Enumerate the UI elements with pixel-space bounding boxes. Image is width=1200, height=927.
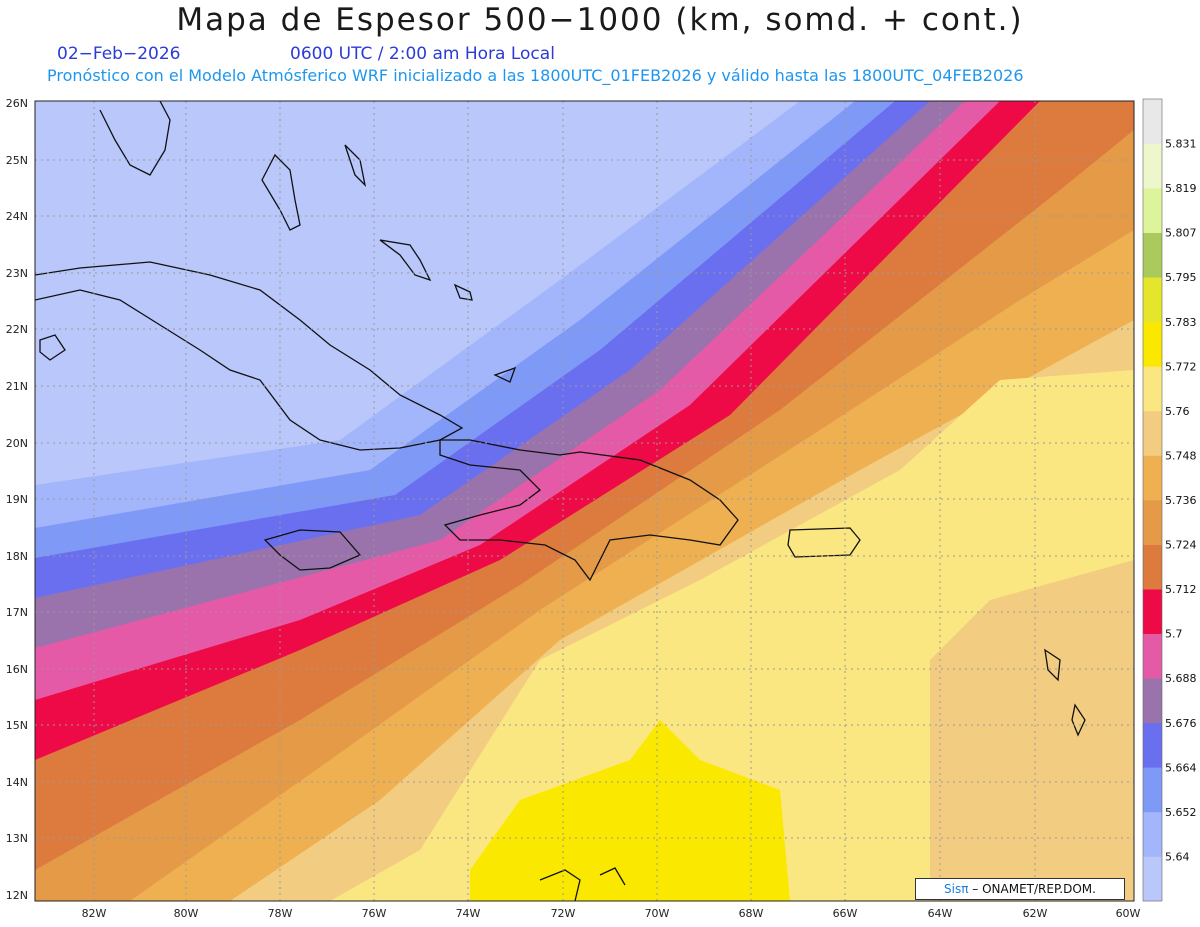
jamaica-coast xyxy=(263,529,362,571)
lat-label: 25N xyxy=(6,154,28,167)
lon-label: 68W xyxy=(739,907,764,920)
credit-box: Sisπ – ONAMET/REP.DOM. xyxy=(915,878,1125,900)
bahamas-andros xyxy=(261,153,301,231)
gridlines xyxy=(35,101,1134,901)
band-5-772 xyxy=(470,720,790,901)
colorbar-label: 5.783 xyxy=(1165,316,1197,329)
band-5-760 xyxy=(330,370,1134,901)
colorbar-label: 5.736 xyxy=(1165,494,1197,507)
colorbar-swatch xyxy=(1143,811,1162,857)
colorbar-swatch xyxy=(1143,856,1162,902)
map-title: Mapa de Espesor 500−1000 (km, somd. + co… xyxy=(176,2,1024,38)
lat-label: 17N xyxy=(6,606,28,619)
colorbar-label: 5.676 xyxy=(1165,717,1197,730)
lon-label: 60W xyxy=(1116,907,1141,920)
colorbar-swatch xyxy=(1143,143,1162,189)
colorbar-label: 5.819 xyxy=(1165,182,1197,195)
colorbar-label: 5.772 xyxy=(1165,360,1197,373)
colorbar-label: 5.748 xyxy=(1165,449,1197,462)
forecast-date: 02−Feb−2026 xyxy=(57,44,181,64)
colorbar-swatch xyxy=(1143,633,1162,679)
lat-label: 23N xyxy=(6,267,28,280)
martinique xyxy=(1071,703,1086,737)
bahamas-inagua xyxy=(453,283,473,301)
colorbar-label: 5.807 xyxy=(1165,227,1197,240)
colorbar-swatch xyxy=(1143,722,1162,768)
sispi-logo: Sisπ xyxy=(944,882,969,896)
guadeloupe xyxy=(1044,648,1061,682)
credit-text: – ONAMET/REP.DOM. xyxy=(968,882,1096,896)
colorbar-label: 5.795 xyxy=(1165,271,1197,284)
colorbar-swatch xyxy=(1143,99,1162,144)
colorbar-swatch xyxy=(1143,544,1162,590)
south-coast xyxy=(539,867,626,901)
colorbar-label: 5.64 xyxy=(1165,850,1190,863)
colorbar-label: 5.724 xyxy=(1165,539,1197,552)
colorbar: 5.64 5.652 5.664 5.676 5.688 5.7 5.712 5.724 5.7… xyxy=(1142,98,1197,902)
lat-label: 21N xyxy=(6,380,28,393)
colorbar-swatch xyxy=(1143,232,1162,278)
colorbar-label: 5.712 xyxy=(1165,583,1197,596)
latitude-labels: 26N 25N 24N 23N 22N 21N 20N 19N 18N 17N … xyxy=(6,97,28,902)
lat-label: 19N xyxy=(6,493,28,506)
lon-label: 64W xyxy=(928,907,953,920)
colorbar-label: 5.652 xyxy=(1165,806,1197,819)
model-info: Pronóstico con el Modelo Atmósferico WRF… xyxy=(47,66,1024,85)
lat-label: 12N xyxy=(6,889,28,902)
lat-label: 26N xyxy=(6,97,28,110)
turks-caicos xyxy=(493,366,517,383)
colorbar-label: 5.688 xyxy=(1165,672,1197,685)
colorbar-swatch xyxy=(1143,410,1162,456)
map-frame xyxy=(34,100,1135,902)
puerto-rico-coast xyxy=(787,527,861,558)
lon-label: 82W xyxy=(82,907,107,920)
hispaniola-coast xyxy=(439,439,739,582)
colorbar-swatch xyxy=(1143,678,1162,724)
colorbar-frame xyxy=(1142,98,1163,902)
lat-label: 15N xyxy=(6,719,28,732)
valid-time: 0600 UTC / 2:00 am Hora Local xyxy=(290,44,555,64)
lon-label: 80W xyxy=(174,907,199,920)
colorbar-swatch xyxy=(1143,500,1162,545)
bahamas-long-island xyxy=(379,239,432,282)
colorbar-swatch xyxy=(1143,277,1162,323)
thickness-bands xyxy=(35,101,1134,901)
colorbar-label: 5.831 xyxy=(1165,138,1197,151)
lon-label: 72W xyxy=(551,907,576,920)
colorbar-label: 5.76 xyxy=(1165,405,1190,418)
lat-label: 20N xyxy=(6,437,28,450)
colorbar-swatch xyxy=(1143,589,1162,634)
colorbar-swatch xyxy=(1143,455,1162,501)
bahamas-eleuthera xyxy=(344,144,367,187)
lat-label: 14N xyxy=(6,776,28,789)
lon-label: 66W xyxy=(833,907,858,920)
lon-label: 78W xyxy=(268,907,293,920)
longitude-labels: 82W 80W 78W 76W 74W 72W 70W 68W 66W 64W … xyxy=(82,907,1141,920)
coastlines xyxy=(35,101,1086,901)
lat-label: 24N xyxy=(6,210,28,223)
lat-label: 18N xyxy=(6,550,28,563)
colorbar-label: 5.664 xyxy=(1165,761,1197,774)
colorbar-swatch xyxy=(1143,767,1162,813)
colorbar-swatch xyxy=(1143,188,1162,233)
lon-label: 74W xyxy=(456,907,481,920)
lon-label: 62W xyxy=(1023,907,1048,920)
colorbar-swatch xyxy=(1143,321,1162,367)
lat-label: 16N xyxy=(6,663,28,676)
colorbar-label: 5.7 xyxy=(1165,628,1183,641)
lon-label: 70W xyxy=(645,907,670,920)
lon-label: 76W xyxy=(362,907,387,920)
lat-label: 13N xyxy=(6,832,28,845)
florida-coast xyxy=(99,101,171,176)
isla-juventud xyxy=(39,334,66,361)
colorbar-swatch xyxy=(1143,366,1162,412)
lat-label: 22N xyxy=(6,323,28,336)
